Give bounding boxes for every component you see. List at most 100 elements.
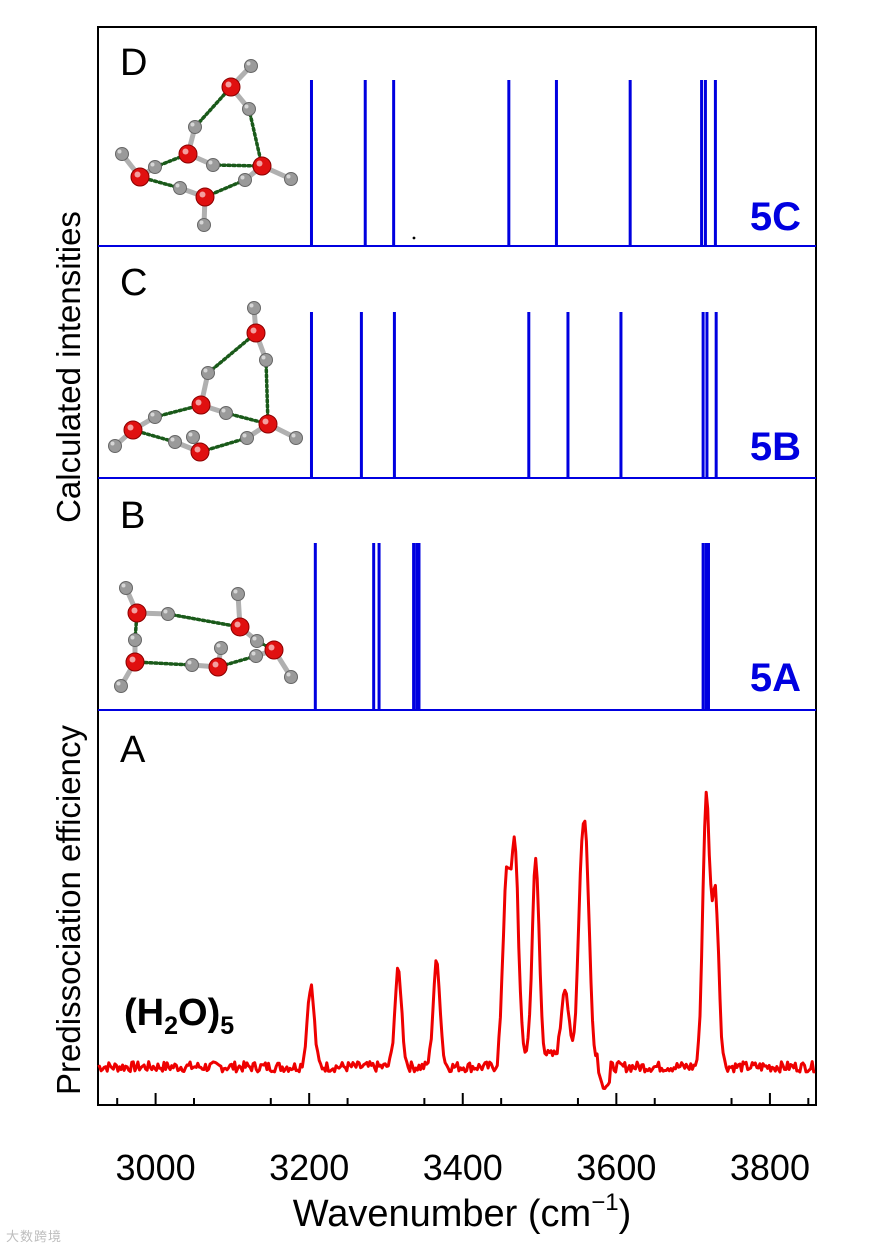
hydrogen-atom [247,301,261,315]
atom-highlight [182,148,189,155]
x-label-main: Wavenumber (cm [293,1193,591,1235]
sticks-panel-c [309,312,718,478]
x-tick-label: 3600 [576,1147,656,1188]
atom-highlight [194,446,201,453]
x-tick-label: 3400 [423,1147,503,1188]
atom-highlight [199,220,204,225]
formula-part-1: (H [124,992,164,1034]
atom-highlight [188,432,193,437]
hydrogen-atom [114,679,128,693]
hydrogen-atom [284,670,298,684]
x-tick-label: 3800 [730,1147,810,1188]
formula-sub-1: 2 [164,1012,178,1040]
atom-highlight [208,160,213,165]
atom-highlight [240,175,245,180]
hydrogen-atom [242,102,256,116]
hydrogen-atom [128,633,142,647]
oxygen-atom [195,187,215,207]
sticks-panel-b [313,543,710,710]
oxygen-atom [130,167,150,187]
atom-highlight [175,183,180,188]
x-axis-ticks: 3000 3200 3400 3600 3800 [116,1093,810,1188]
oxygen-atom [246,323,266,343]
atom-highlight [212,661,219,668]
panel-letter-d: D [120,42,147,84]
y-label-lower: Predissociation efficiency [50,725,87,1095]
watermark: 大数跨境 [6,1230,63,1245]
hydrogen-atom [231,587,245,601]
oxygen-atom [190,442,210,462]
stray-dot [412,236,416,240]
hydrogen-bond [264,358,270,426]
atom-highlight [291,433,296,438]
atom-highlight [268,644,275,651]
panel-letter-b: B [120,495,145,537]
hydrogen-atom [250,634,264,648]
y-label-upper: Calculated intensities [50,211,87,523]
hydrogen-atom [244,59,258,73]
atom-highlight [244,104,249,109]
x-label-sup: −1 [591,1189,618,1216]
oxygen-atom [264,640,284,660]
formula-part-2: O) [178,992,220,1034]
panel-letter-c: C [120,262,147,304]
hydrogen-atom [185,658,199,672]
x-tick-label: 3200 [269,1147,349,1188]
atom-highlight [250,327,257,334]
hydrogen-atom [148,410,162,424]
atom-highlight [195,399,202,406]
atom-highlight [117,149,122,154]
hydrogen-bond [206,331,258,375]
formula-label: (H2O)5 [124,992,234,1040]
structure-label-5b: 5B [750,425,801,469]
water-pentamer-5B-structure [108,301,303,462]
atom-highlight [261,355,266,360]
atom-highlight [199,191,206,198]
hydrogen-atom [240,431,254,445]
atom-highlight [163,609,168,614]
atom-highlight [134,171,141,178]
atom-highlight [225,81,232,88]
oxygen-atom [252,156,272,176]
hydrogen-bond [133,660,194,667]
atom-highlight [234,621,241,628]
atom-highlight [150,412,155,417]
atom-highlight [131,607,138,614]
oxygen-atom [208,657,228,677]
plot-frame [97,26,817,1106]
hydrogen-atom [173,181,187,195]
hydrogen-atom [214,641,228,655]
structure-label-5a: 5A [750,656,801,700]
atom-highlight [251,651,256,656]
atom-highlight [121,583,126,588]
panel-letter-a: A [120,729,146,771]
atom-highlight [150,162,155,167]
formula-sub-2: 5 [220,1012,234,1040]
hydrogen-atom [219,406,233,420]
water-pentamer-5A-structure [114,581,298,693]
x-tick-label: 3000 [116,1147,196,1188]
atom-highlight [286,672,291,677]
atom-highlight [110,441,115,446]
hydrogen-atom [197,218,211,232]
oxygen-atom [123,420,143,440]
oxygen-atom [125,652,145,672]
hydrogen-atom [161,607,175,621]
atom-highlight [130,635,135,640]
hydrogen-atom [249,649,263,663]
hydrogen-atom [148,160,162,174]
atom-highlight [233,589,238,594]
oxygen-atom [221,77,241,97]
oxygen-atom [127,603,147,623]
hydrogen-atom [259,353,273,367]
hydrogen-bond [247,107,264,168]
hydrogen-atom [108,439,122,453]
atom-highlight [256,160,263,167]
atom-highlight [187,660,192,665]
water-pentamer-5C-structure [115,59,298,232]
atom-highlight [221,408,226,413]
atom-highlight [170,437,175,442]
atom-highlight [246,61,251,66]
spectrum-line [97,790,816,1090]
hydrogen-atom [201,366,215,380]
